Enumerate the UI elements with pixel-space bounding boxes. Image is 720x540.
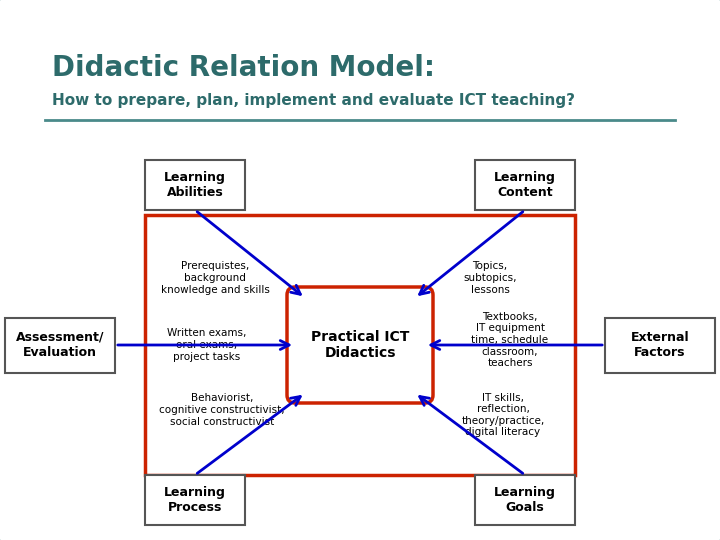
FancyBboxPatch shape — [475, 160, 575, 210]
Text: Textbooks,
IT equipment
time, schedule
classroom,
teachers: Textbooks, IT equipment time, schedule c… — [472, 312, 549, 368]
FancyBboxPatch shape — [145, 215, 575, 475]
Text: IT skills,
reflection,
theory/practice,
digital literacy: IT skills, reflection, theory/practice, … — [462, 393, 544, 437]
Text: Practical ICT
Didactics: Practical ICT Didactics — [311, 330, 409, 360]
Text: Learning
Process: Learning Process — [164, 486, 226, 514]
Text: How to prepare, plan, implement and evaluate ICT teaching?: How to prepare, plan, implement and eval… — [52, 92, 575, 107]
Text: Written exams,
oral exams,
project tasks: Written exams, oral exams, project tasks — [167, 328, 247, 362]
Text: Assessment/
Evaluation: Assessment/ Evaluation — [16, 331, 104, 359]
FancyBboxPatch shape — [5, 318, 115, 373]
Text: Behaviorist,
cognitive constructivist,
social constructivist: Behaviorist, cognitive constructivist, s… — [159, 394, 285, 427]
FancyBboxPatch shape — [287, 287, 433, 403]
FancyBboxPatch shape — [605, 318, 715, 373]
Text: Didactic Relation Model:: Didactic Relation Model: — [52, 54, 435, 82]
Text: Learning
Goals: Learning Goals — [494, 486, 556, 514]
Text: Learning
Content: Learning Content — [494, 171, 556, 199]
Text: Topics,
subtopics,
lessons: Topics, subtopics, lessons — [463, 261, 517, 295]
Text: External
Factors: External Factors — [631, 331, 689, 359]
FancyBboxPatch shape — [475, 475, 575, 525]
Text: Prerequistes,
background
knowledge and skills: Prerequistes, background knowledge and s… — [161, 261, 269, 295]
FancyBboxPatch shape — [145, 475, 245, 525]
FancyBboxPatch shape — [145, 160, 245, 210]
Text: Learning
Abilities: Learning Abilities — [164, 171, 226, 199]
